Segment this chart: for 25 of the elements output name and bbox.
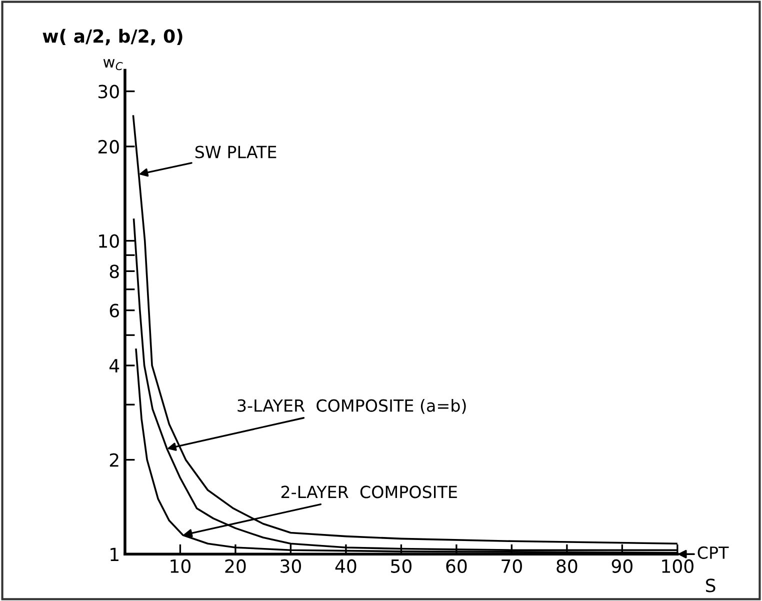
x-tick-label: 20 bbox=[225, 559, 246, 573]
x-tick-label: 100 bbox=[662, 559, 694, 573]
chart-title: w( a/2, b/2, 0) bbox=[42, 28, 182, 46]
x-tick-label: 80 bbox=[556, 559, 578, 573]
annotation: 3-LAYER COMPOSITE (a=b) bbox=[238, 398, 466, 414]
x-tick-label: 90 bbox=[612, 559, 632, 573]
y-tick-label: 20 bbox=[98, 140, 119, 154]
y-tick-label: 30 bbox=[98, 84, 119, 98]
x-tick-label: 70 bbox=[502, 559, 522, 573]
x-tick-label: 50 bbox=[391, 559, 412, 573]
y-tick-label: 4 bbox=[110, 359, 120, 372]
y-tick-label: 6 bbox=[110, 304, 119, 318]
y-tick-label: 8 bbox=[110, 264, 119, 278]
x-tick-label: 60 bbox=[446, 559, 467, 573]
x-tick-label: 40 bbox=[335, 559, 356, 573]
x-tick-label: 10 bbox=[170, 559, 190, 573]
annotation: SW PLATE bbox=[195, 146, 276, 158]
annotation: CPT bbox=[698, 546, 729, 559]
y-tick-label: 10 bbox=[99, 234, 119, 248]
y-tick-label: 2 bbox=[110, 453, 118, 467]
x-axis-title: S bbox=[706, 578, 716, 592]
y-tick-label: 1 bbox=[110, 548, 118, 561]
annotation: 2-LAYER COMPOSITE bbox=[281, 486, 457, 498]
y-axis-title: w$_{C}$ bbox=[103, 59, 123, 70]
x-tick-label: 30 bbox=[280, 559, 301, 573]
